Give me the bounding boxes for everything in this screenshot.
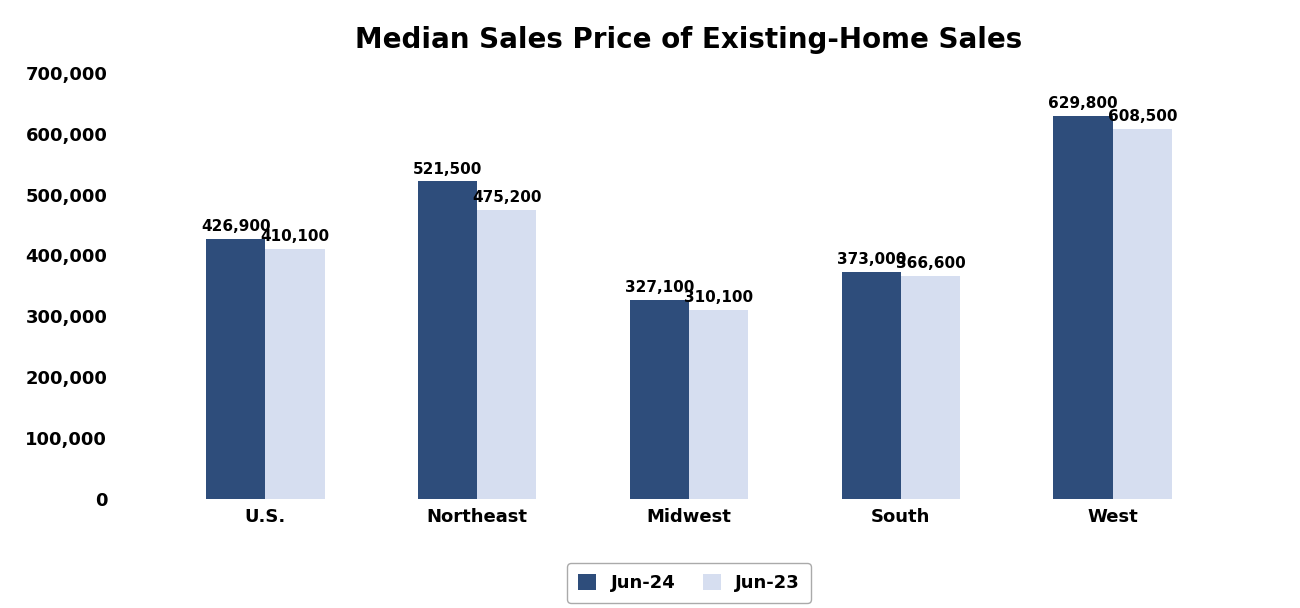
Bar: [901, 275, 961, 499]
Text: 426,900: 426,900: [200, 219, 270, 234]
Bar: [205, 239, 265, 499]
Bar: [265, 249, 325, 499]
Bar: [689, 310, 749, 499]
Text: 310,100: 310,100: [684, 290, 753, 305]
Text: 629,800: 629,800: [1048, 96, 1118, 111]
Text: 608,500: 608,500: [1108, 109, 1176, 124]
Bar: [841, 272, 901, 499]
Text: 373,000: 373,000: [836, 252, 906, 267]
Bar: [417, 182, 477, 499]
Text: 327,100: 327,100: [625, 280, 694, 295]
Bar: [1053, 116, 1113, 499]
Text: 366,600: 366,600: [896, 256, 966, 271]
Title: Median Sales Price of Existing-Home Sales: Median Sales Price of Existing-Home Sale…: [355, 26, 1023, 54]
Text: 475,200: 475,200: [472, 190, 542, 205]
Bar: [477, 210, 537, 499]
Bar: [1113, 129, 1173, 499]
Text: 521,500: 521,500: [413, 162, 482, 177]
Bar: [629, 300, 689, 499]
Text: 410,100: 410,100: [260, 229, 329, 244]
Legend: Jun-24, Jun-23: Jun-24, Jun-23: [567, 563, 811, 603]
